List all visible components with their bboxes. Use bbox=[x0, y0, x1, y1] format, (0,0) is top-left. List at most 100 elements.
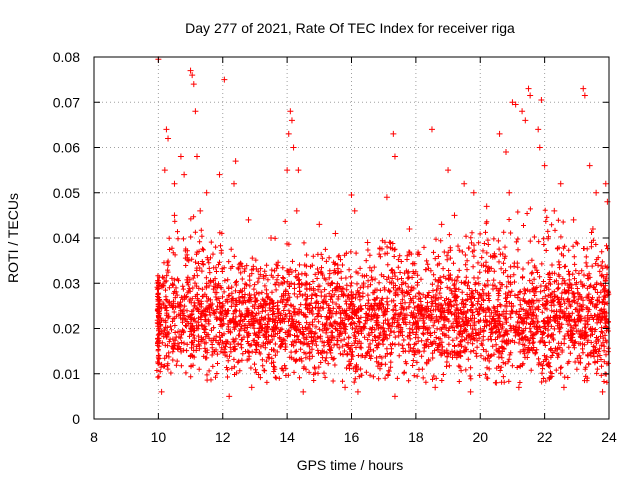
x-tick-label: 22 bbox=[537, 429, 553, 445]
y-tick-label: 0.04 bbox=[53, 230, 80, 246]
tick-labels: 8 10 12 14 16 18 20 22 24 0 0.01 0.02 0.03 0.04 0.05 0.… bbox=[53, 49, 617, 445]
roti-point bbox=[451, 212, 458, 219]
axis-ticks bbox=[93, 56, 610, 420]
roti-point bbox=[245, 216, 252, 223]
roti-point bbox=[171, 180, 178, 187]
roti-point bbox=[586, 162, 593, 169]
roti-point bbox=[287, 108, 294, 115]
roti-point bbox=[557, 180, 564, 187]
roti-point bbox=[190, 81, 197, 88]
roti-point bbox=[391, 153, 398, 160]
roti-point bbox=[192, 108, 199, 115]
y-tick-label: 0.05 bbox=[53, 185, 80, 201]
roti-point bbox=[351, 207, 358, 214]
roti-point bbox=[232, 158, 239, 165]
roti-point bbox=[509, 99, 516, 106]
x-tick-label: 18 bbox=[408, 429, 424, 445]
roti-point bbox=[288, 117, 295, 124]
roti-point bbox=[445, 167, 452, 174]
roti-point bbox=[216, 171, 223, 178]
roti-point bbox=[187, 67, 194, 74]
x-tick-label: 8 bbox=[90, 429, 98, 445]
roti-point bbox=[268, 235, 275, 241]
roti-point bbox=[332, 230, 339, 237]
y-tick-label: 0.02 bbox=[53, 321, 80, 337]
roti-point bbox=[284, 167, 291, 174]
x-tick-label: 20 bbox=[472, 429, 488, 445]
roti-point bbox=[515, 384, 522, 391]
roti-point bbox=[560, 384, 567, 391]
roti-point bbox=[181, 171, 188, 178]
y-tick-label: 0.08 bbox=[53, 49, 80, 65]
roti-point bbox=[527, 92, 534, 99]
x-tick-label: 16 bbox=[344, 429, 360, 445]
chart-title: Day 277 of 2021, Rate Of TEC Index for r… bbox=[185, 20, 515, 36]
y-tick-label: 0.06 bbox=[53, 140, 80, 156]
roti-point bbox=[593, 189, 600, 196]
y-tick-label: 0.07 bbox=[53, 94, 80, 110]
roti-point bbox=[599, 388, 606, 395]
roti-point bbox=[300, 388, 307, 395]
roti-point bbox=[541, 162, 548, 169]
roti-point bbox=[589, 225, 596, 232]
roti-point bbox=[163, 126, 170, 133]
x-tick-label: 14 bbox=[279, 429, 295, 445]
roti-point bbox=[522, 117, 529, 124]
roti-point bbox=[189, 72, 196, 79]
roti-point bbox=[226, 393, 233, 400]
x-tick-label: 10 bbox=[151, 429, 167, 445]
roti-point bbox=[354, 388, 361, 395]
y-tick-label: 0.01 bbox=[53, 366, 80, 382]
grid-lines bbox=[94, 57, 609, 419]
roti-point bbox=[432, 384, 439, 391]
roti-point bbox=[364, 239, 371, 246]
roti-point bbox=[171, 212, 178, 219]
roti-point bbox=[177, 153, 184, 160]
roti-point bbox=[519, 108, 526, 115]
roti-point bbox=[197, 207, 204, 214]
roti-point bbox=[496, 130, 503, 137]
roti-point bbox=[390, 130, 397, 137]
roti-point bbox=[342, 384, 349, 391]
roti-point bbox=[316, 221, 323, 228]
roti-point bbox=[580, 85, 587, 92]
roti-point bbox=[295, 167, 302, 174]
roti-point bbox=[248, 384, 255, 391]
roti-point bbox=[602, 180, 609, 187]
roti-point bbox=[506, 189, 513, 196]
roti-point bbox=[383, 194, 390, 201]
roti-point bbox=[438, 221, 445, 228]
roti-point bbox=[221, 76, 228, 83]
roti-point bbox=[293, 207, 300, 214]
roti-point bbox=[538, 96, 545, 103]
x-tick-label: 12 bbox=[215, 429, 231, 445]
roti-point bbox=[165, 135, 172, 142]
roti-point bbox=[512, 101, 519, 108]
roti-point bbox=[203, 189, 210, 196]
x-tick-label: 24 bbox=[601, 429, 617, 445]
roti-point bbox=[231, 180, 238, 187]
roti-point bbox=[525, 85, 532, 92]
roti-point bbox=[535, 126, 542, 133]
roti-point bbox=[551, 207, 558, 214]
roti-point bbox=[493, 379, 500, 386]
y-axis-title: ROTI / TECUs bbox=[5, 193, 21, 283]
roti-point bbox=[503, 149, 509, 156]
roti-point bbox=[467, 388, 474, 395]
roti-point bbox=[391, 393, 398, 400]
roti-point bbox=[194, 153, 200, 160]
roti-point bbox=[483, 203, 490, 210]
roti-point bbox=[406, 225, 413, 232]
roti-point bbox=[428, 126, 435, 133]
y-tick-label: 0 bbox=[72, 411, 80, 427]
roti-point bbox=[348, 192, 355, 199]
roti-point bbox=[470, 189, 477, 196]
y-tick-label: 0.03 bbox=[53, 275, 80, 291]
roti-point bbox=[570, 216, 577, 223]
x-axis-title: GPS time / hours bbox=[297, 457, 404, 473]
roti-point bbox=[461, 180, 468, 187]
roti-point bbox=[581, 92, 588, 99]
roti-points bbox=[154, 56, 612, 400]
